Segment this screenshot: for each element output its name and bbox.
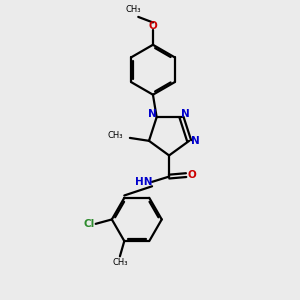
- Text: CH₃: CH₃: [112, 258, 128, 267]
- Text: N: N: [191, 136, 200, 146]
- Text: O: O: [187, 170, 196, 180]
- Text: CH₃: CH₃: [108, 131, 123, 140]
- Text: Cl: Cl: [84, 219, 95, 229]
- Text: N: N: [181, 109, 190, 119]
- Text: N: N: [148, 109, 157, 119]
- Text: CH₃: CH₃: [125, 5, 141, 14]
- Text: HN: HN: [135, 178, 153, 188]
- Text: O: O: [148, 21, 157, 31]
